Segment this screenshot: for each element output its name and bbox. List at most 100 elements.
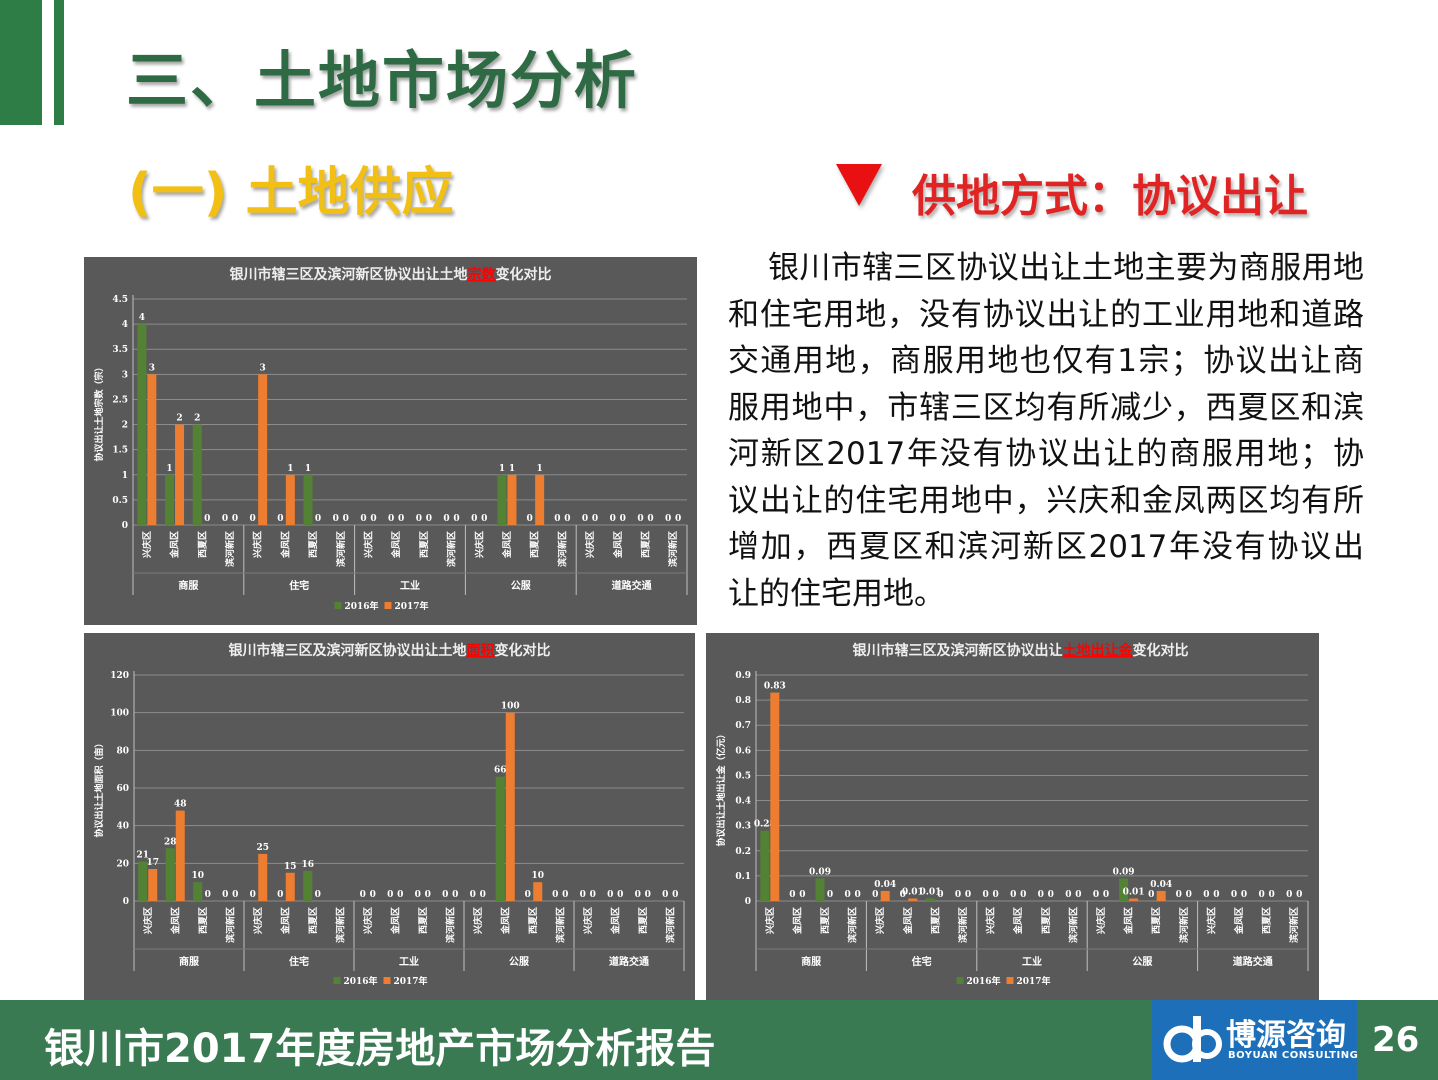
x-tick-label: 西夏区 [528,907,539,934]
data-label: 0 [799,890,805,900]
x-tick-label: 金凤区 [390,531,402,559]
group-label: 商服 [801,955,822,968]
y-tick-label: 4.5 [112,295,128,305]
y-tick-label: 0 [123,897,129,907]
data-label: 0 [222,890,228,900]
x-tick-label: 兴庆区 [252,907,264,934]
data-label: 0 [1203,890,1209,900]
data-label: 0 [1286,890,1292,900]
data-label: 0 [635,890,641,900]
y-tick-label: 2.5 [112,395,128,405]
legend-label: 2016年 [967,975,1001,987]
y-tick-label: 100 [110,709,129,719]
x-tick-label: 西夏区 [197,531,208,558]
bar-2017 [1129,898,1139,901]
supply-method-heading: 供地方式：协议出让 [912,171,1308,222]
bar-2016 [165,474,175,525]
bar-2017 [535,474,545,525]
x-tick-label: 兴庆区 [582,907,594,934]
data-label: 0 [854,890,860,900]
x-tick-label: 滨河新区 [664,907,676,943]
data-label: 0 [610,514,616,524]
data-label: 3 [149,363,155,373]
logo-text-cn: 博源咨询 [1226,1018,1346,1053]
chart-title-prefix: 银川市辖三区及滨河新区协议出让土地 [229,642,467,659]
x-tick-label: 西夏区 [820,907,831,934]
x-tick-label: 兴庆区 [874,907,886,934]
data-label: 0 [992,890,998,900]
data-label: 0.83 [764,682,786,692]
x-tick-label: 滨河新区 [1067,907,1079,943]
data-label: 10 [531,871,544,881]
data-label: 15 [284,862,297,872]
group-label: 工业 [399,955,419,968]
data-label: 0 [1176,890,1182,900]
bar-2017 [770,692,780,901]
y-tick-label: 20 [116,859,129,869]
data-label: 0 [360,514,366,524]
data-label: 0 [370,890,376,900]
x-tick-label: 西夏区 [1151,907,1162,934]
data-label: 0 [470,890,476,900]
data-label: 0 [982,890,988,900]
x-tick-label: 兴庆区 [584,531,596,558]
data-label: 0 [645,890,651,900]
report-title: 银川市2017年度房地产市场分析报告 [44,1026,716,1072]
data-label: 0 [343,514,349,524]
bar-2017 [175,810,185,901]
bar-2016 [165,848,175,901]
chart-land-fee-svg: 银川市辖三区及滨河新区协议出让土地出让金变化对比 0 0.1 0.2 0.3 0.4 0.5… [715,642,1309,987]
x-tick-label: 西夏区 [418,907,429,934]
data-label: 0 [1093,890,1099,900]
legend-label: 2017年 [394,975,428,987]
bar-2017 [147,374,157,525]
bar-2017 [533,882,543,901]
chart-land-area: 银川市辖三区及滨河新区协议出让土地面积变化对比 0 20 40 60 80 100 120 协议… [84,633,695,1000]
group-label: 道路交通 [612,579,652,592]
chart-land-fee: 银川市辖三区及滨河新区协议出让土地出让金变化对比 0 0.1 0.2 0.3 0.4 0.5… [706,633,1319,1000]
bar-2016 [495,776,505,901]
x-tick-label: 金凤区 [902,907,914,935]
x-tick-label: 兴庆区 [985,907,997,934]
data-label: 0 [665,514,671,524]
x-tick-label: 滨河新区 [224,907,236,943]
bar-2017 [908,898,918,901]
x-tick-label: 兴庆区 [764,907,776,934]
data-label: 10 [191,871,204,881]
y-tick-label: 80 [116,746,129,756]
x-tick-label: 滨河新区 [667,531,679,567]
bar-2016 [303,474,313,525]
data-label: 0.01 [1123,887,1145,897]
group-label: 工业 [1022,955,1042,968]
x-tick-label: 西夏区 [419,531,430,558]
chart-land-count: 银川市辖三区及滨河新区协议出让土地宗数变化对比 0 0.5 1 1.5 2 2.5 3 3.5 4… [84,257,697,625]
data-label: 0 [250,514,256,524]
data-label: 0 [662,890,668,900]
data-label: 0 [564,514,570,524]
legend-swatch [333,977,341,984]
bar-2017 [175,424,185,525]
chart-title: 银川市辖三区及滨河新区协议出让土地面积变化对比 [229,642,551,659]
data-label: 0 [1010,890,1016,900]
data-label: 100 [501,702,520,712]
group-label: 住宅 [289,955,309,968]
x-tick-label: 西夏区 [1041,907,1052,934]
bar-2017 [148,868,158,901]
bar-2017 [285,872,295,901]
data-label: 0 [222,514,228,524]
data-label: 0 [617,890,623,900]
x-tick-label: 滨河新区 [1178,907,1190,943]
data-label: 0.09 [1113,867,1135,877]
data-label: 0 [452,890,458,900]
data-label: 0.04 [874,880,896,890]
x-tick-label: 滨河新区 [224,531,236,567]
data-label: 0 [580,890,586,900]
bar-2016 [497,474,507,525]
x-tick-label: 西夏区 [198,907,209,934]
group-label: 住宅 [912,955,932,968]
data-label: 0 [582,514,588,524]
bar-2016 [137,324,147,525]
y-tick-label: 120 [110,671,129,681]
x-tick-label: 金凤区 [612,531,624,559]
group-label: 公服 [511,580,532,592]
